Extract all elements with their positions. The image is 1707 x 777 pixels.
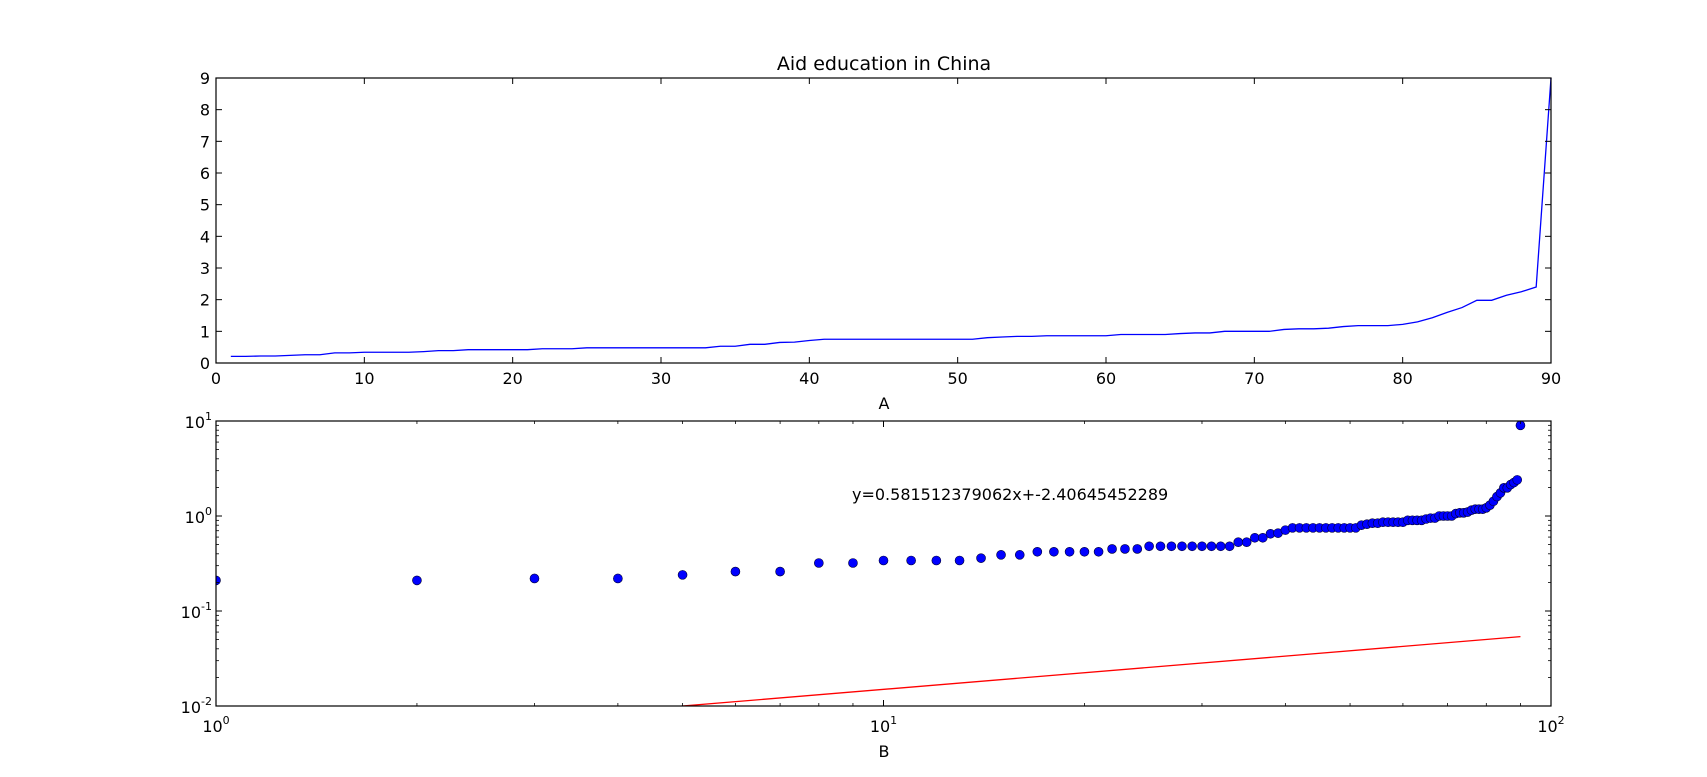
top-x-tick-label: 20 <box>502 369 522 388</box>
top-axes-frame <box>215 77 1552 364</box>
top-x-tick-label: 90 <box>1541 369 1561 388</box>
fit-equation-annotation: y=0.581512379062x+-2.40645452289 <box>852 485 1168 504</box>
top-axes: Aid education in China 0 10 20 30 40 50 60 70 80… <box>200 53 1561 413</box>
fit-line <box>674 636 1521 706</box>
top-y-tick-label: 3 <box>200 259 210 278</box>
scatter-point <box>1206 541 1217 552</box>
scatter-point <box>1049 546 1059 557</box>
bottom-x-tick-label: 102 <box>1537 714 1564 736</box>
top-x-tick-label: 30 <box>651 369 671 388</box>
top-y-tick-label: 7 <box>200 132 210 151</box>
top-y-tick-label: 0 <box>200 354 210 373</box>
scatter-point <box>529 573 540 584</box>
bottom-axes: 100 101 102 10-2 10-1 100 101 y=0.581512379062… <box>181 410 1565 761</box>
bottom-y-tick-label: 101 <box>185 410 212 432</box>
top-x-tick-label: 80 <box>1392 369 1412 388</box>
scatter-point <box>613 573 623 584</box>
scatter-point <box>1120 544 1130 554</box>
top-x-tick-label: 10 <box>354 369 374 388</box>
bottom-plot-area <box>216 421 1526 706</box>
top-chart-title: Aid education in China <box>777 53 991 75</box>
scatter-point <box>1107 544 1117 554</box>
bottom-ticks: 100 101 102 10-2 10-1 100 101 <box>181 410 1565 736</box>
scatter-point <box>1093 546 1104 557</box>
scatter-point <box>1512 475 1523 485</box>
bottom-x-tick-label: 101 <box>870 714 897 736</box>
top-series-line-0 <box>230 77 1552 358</box>
scatter-point <box>1032 546 1043 557</box>
scatter-point <box>1144 541 1154 552</box>
bottom-plot-marks <box>216 421 1526 706</box>
bottom-x-axis-label: B <box>879 742 890 761</box>
top-x-tick-label: 50 <box>947 369 967 388</box>
scatter-point <box>412 575 422 586</box>
scatter-point <box>1215 541 1226 552</box>
top-y-tick-label: 4 <box>200 227 210 246</box>
top-y-tick-label: 8 <box>200 101 210 120</box>
scatter-point <box>1177 541 1187 552</box>
scatter-point <box>1132 544 1143 554</box>
bottom-y-tick-label: 10-1 <box>181 600 212 622</box>
bottom-y-tick-label: 100 <box>185 505 212 527</box>
scatter-point <box>730 566 741 577</box>
scatter-point <box>1257 532 1268 543</box>
top-x-axis-label: A <box>879 394 890 413</box>
scatter-point <box>1197 541 1207 552</box>
scatter-point <box>931 555 942 566</box>
top-x-tick-label: 60 <box>1096 369 1116 388</box>
scatter-point <box>1241 537 1252 547</box>
top-y-tick-label: 2 <box>200 291 210 310</box>
bottom-x-tick-label: 100 <box>202 714 229 736</box>
scatter-point <box>1187 541 1197 552</box>
top-x-tick-label: 40 <box>799 369 819 388</box>
top-y-tick-label: 6 <box>200 164 210 183</box>
top-y-tick-label: 9 <box>200 69 210 88</box>
scatter-point <box>976 553 986 563</box>
top-ticks: 0 10 20 30 40 50 60 70 80 90 0 1 2 3 4 5 6 7 8 9 <box>200 69 1561 388</box>
scatter-point <box>1224 541 1235 552</box>
scatter-point <box>848 558 858 568</box>
scatter-point <box>1233 537 1244 547</box>
top-y-tick-label: 5 <box>200 196 210 215</box>
scatter-point <box>1079 546 1090 557</box>
scatter-point <box>1014 550 1025 560</box>
scatter-point <box>1064 546 1075 557</box>
scatter-point <box>878 555 889 566</box>
top-y-tick-label: 1 <box>200 322 210 341</box>
bottom-y-tick-label: 10-2 <box>181 695 212 717</box>
scatter-point <box>775 566 785 577</box>
top-x-tick-label: 70 <box>1244 369 1264 388</box>
scatter-point <box>906 555 916 566</box>
scatter-point <box>1155 541 1166 552</box>
top-x-tick-label: 0 <box>211 369 221 388</box>
top-plot-area <box>230 77 1552 358</box>
scatter-point <box>677 570 688 580</box>
scatter-point <box>1515 421 1526 431</box>
scatter-point <box>996 550 1006 560</box>
scatter-point <box>814 558 824 568</box>
scatter-point <box>1166 541 1177 552</box>
scatter-point <box>954 555 965 566</box>
